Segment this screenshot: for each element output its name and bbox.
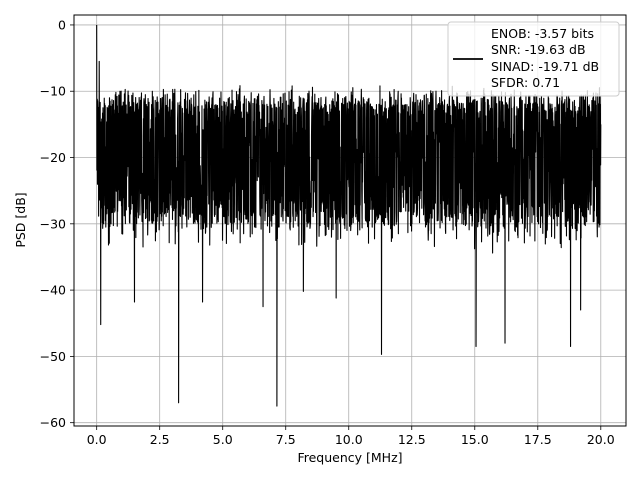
x-tick-label: 2.5 — [150, 432, 170, 447]
x-tick-label: 5.0 — [213, 432, 233, 447]
x-axis-label: Frequency [MHz] — [297, 450, 402, 465]
x-tick-label: 12.5 — [398, 432, 426, 447]
legend-line-sinad: SINAD: -19.71 dB — [491, 59, 599, 74]
legend-line-snr: SNR: -19.63 dB — [491, 42, 586, 57]
y-tick-label: −40 — [40, 283, 66, 298]
x-axis-ticks: 0.0 2.5 5.0 7.5 10.0 12.5 15.0 17.5 20.0 — [87, 426, 615, 447]
y-tick-label: −10 — [40, 84, 66, 99]
series-layer — [96, 24, 602, 407]
y-tick-label: −20 — [40, 150, 66, 165]
x-tick-label: 0.0 — [87, 432, 107, 447]
psd-series-line — [96, 24, 602, 407]
legend-line-enob: ENOB: -3.57 bits — [491, 26, 594, 41]
y-tick-label: −60 — [40, 415, 66, 430]
y-tick-label: −50 — [40, 349, 66, 364]
plot-frame — [73, 14, 627, 427]
y-tick-label: 0 — [58, 17, 66, 32]
legend: ENOB: -3.57 bits SNR: -19.63 dB SINAD: -… — [447, 21, 620, 97]
y-axis-label: PSD [dB] — [13, 192, 28, 247]
x-tick-label: 17.5 — [524, 432, 552, 447]
x-tick-label: 10.0 — [335, 432, 363, 447]
y-tick-label: −30 — [40, 216, 66, 231]
x-tick-label: 15.0 — [461, 432, 489, 447]
legend-line-sfdr: SFDR: 0.71 — [491, 75, 560, 90]
y-axis-ticks: 0 −10 −20 −30 −40 −50 −60 — [40, 17, 74, 430]
legend-box — [447, 21, 620, 97]
x-tick-label: 20.0 — [587, 432, 615, 447]
x-tick-label: 7.5 — [276, 432, 296, 447]
